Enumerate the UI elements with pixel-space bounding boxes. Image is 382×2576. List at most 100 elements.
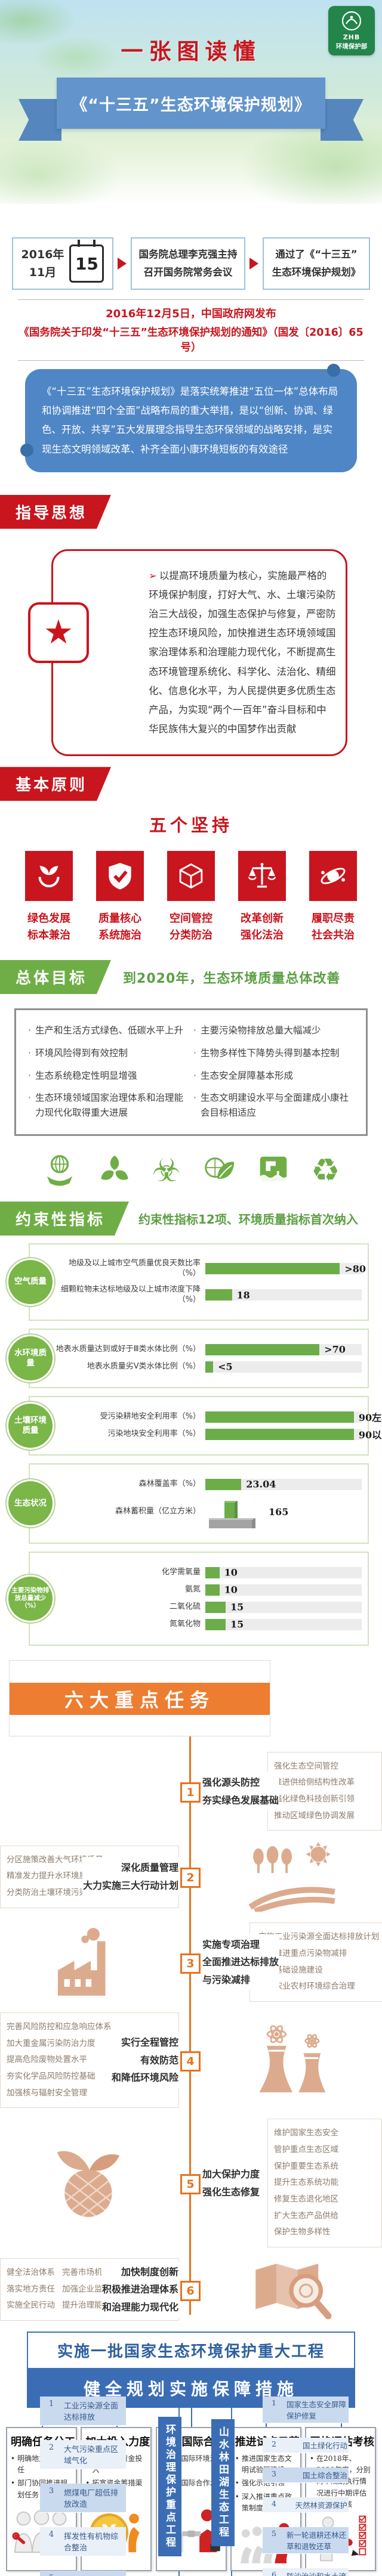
orbit-icon	[309, 851, 357, 902]
indicator-row: 地级及以上城市空气质量优良天数比率（%） >80	[55, 1259, 366, 1279]
group-label: 空气质量	[8, 1259, 53, 1304]
task-item: 保护重要生态系统	[274, 2161, 338, 2171]
task-item: 深入推进重点污染物减排	[258, 1948, 347, 1958]
indicator-row: 氨氮 10	[55, 1584, 362, 1596]
emblem-icon	[341, 10, 362, 32]
globe-hand-icon	[42, 1152, 77, 1189]
task-number-badge: 5	[180, 2174, 201, 2195]
table-cell: 天然林资源保护	[295, 2501, 347, 2510]
bar-fill	[205, 1411, 354, 1423]
task-title: 加快制度创新 积极推进治理体系 和治理能力现代化	[101, 2261, 179, 2318]
bar-fill	[205, 1343, 320, 1355]
water-gauge-icon	[256, 1152, 291, 1189]
intro-panel: 《“十三五”生态环境保护规划》是落实统筹推进“五位一体”总体布局和协调推进“四个…	[20, 364, 357, 472]
section-goal: 总体目标 到2020年，生态环境质量总体改善 · 生产和生活方式绿色、低碳水平上升…	[0, 960, 382, 1192]
goal-bullet: · 生态文明建设水平与全面建成小康社会目标相适应	[193, 1092, 349, 1119]
task-item: 加强企业监管	[62, 2284, 110, 2294]
principle-label: 空间管控	[170, 912, 212, 925]
task-item: 强化绿色科技创新引领	[274, 1794, 355, 1804]
task-title: 加大保护力度 强化生态修复	[202, 2163, 261, 2203]
table-cell: 国土绿化行动	[302, 2441, 347, 2451]
task-title: 实施专项治理 全面推进达标排放 与污染减排	[202, 1934, 280, 1990]
bar-fill	[205, 1584, 220, 1596]
task-item: 夯实化学品风险防控基础	[7, 2071, 96, 2081]
indicators-subtitle: 约束性指标12项、环境质量指标首次纳入	[138, 1212, 358, 1227]
section-guiding-thought: 指导思想 ★ ➢ 以提高环境质量为核心，实施最严格的环境保护制度，打好大气、水、土…	[0, 495, 382, 757]
indicator-value: 10	[224, 1566, 238, 1578]
principle-label: 标本兼治	[27, 929, 70, 942]
table-cell: 国土综合整治	[302, 2471, 347, 2481]
nuclear-icon	[202, 2025, 382, 2095]
podium-icon	[205, 1496, 263, 1528]
principle-label: 改革创新	[241, 912, 284, 925]
task-number-badge: 6	[180, 2280, 201, 2301]
task-item: 落实地方责任	[7, 2284, 55, 2294]
goal-bullet: · 生态安全屏障基本形成	[193, 1070, 293, 1081]
indicator-row: 污染地块安全利用率（%） 90以上	[55, 1428, 382, 1441]
goal-lead: 到2020年，生态环境质量总体改善	[123, 971, 341, 986]
indicator-row: 森林覆盖率（%） 23.04	[55, 1478, 362, 1490]
indicator-name: 地表水质量达到或好于Ⅲ类水体比例（%）	[56, 1344, 201, 1354]
indicator-group-soil: 土壤环境质量 受污染耕地安全利用率（%） 90左右 污染地块安全利用率（%） 9…	[8, 1395, 382, 1456]
guiding-text-box: ★ ➢ 以提高环境质量为核心，实施最严格的环境保护制度，打好大气、水、土壤污染防治…	[28, 549, 347, 757]
indicator-row: 二氧化硫 15	[55, 1601, 362, 1613]
arrow-right-icon	[118, 258, 127, 270]
principle-label: 系统施治	[98, 929, 141, 942]
principle-label: 分类防治	[170, 929, 212, 942]
principle-label: 质量核心	[98, 912, 141, 925]
kicker-title: 一张图读懂	[121, 39, 261, 64]
principle-label: 强化法治	[241, 929, 284, 942]
scales-icon	[238, 851, 286, 902]
section-projects: 实施一批国家生态环境保护重大工程 1 工业污染源全面达标排放 2 大气污染重点区域气…	[0, 2332, 382, 2576]
recycle-arrows-icon: ♻	[311, 1151, 340, 1189]
table-cell: 燃煤电厂超低排放改造	[64, 2489, 119, 2510]
goal-bullet: · 生态环境领域国家治理体系和治理能力现代化取得重大进展	[28, 1092, 183, 1119]
principle-label: 绿色发展	[27, 912, 70, 925]
task-number-badge: 3	[180, 1953, 201, 1974]
calendar-icon: 15	[69, 240, 104, 283]
goal-bullet: · 生态系统稳定性明显增强	[28, 1070, 137, 1081]
group-label: 生态状况	[8, 1481, 53, 1526]
task-item: 加大重金属污染防治力度	[7, 2038, 96, 2048]
indicator-value: 90左右	[358, 1412, 382, 1424]
goal-bullet: · 环境风险得到有效控制	[28, 1047, 128, 1058]
section-principles: 基本原则 五个坚持 绿色发展 标本兼治 质量核心 系统施治 空间管控 分类防治	[0, 767, 382, 945]
table-cell: 新一轮退耕还林还草和退牧还草	[286, 2531, 347, 2552]
indicator-value: 90以上	[358, 1429, 382, 1441]
date-day: 15	[75, 253, 98, 274]
principle-item: 履职尽责 社会共治	[309, 851, 357, 944]
indicator-value: 15	[230, 1601, 244, 1613]
section-tasks: 六大重点任务 1 强化源头防控 夯实绿色发展基础 强化生态空间管控 推进供给侧结构…	[0, 1659, 382, 2321]
indicator-name: 氨氮	[184, 1584, 201, 1594]
indicator-row: 细颗粒物未达标地级及以上城市浓度下降（%） 18	[55, 1285, 362, 1305]
task-title: 实行全程管控 有效防范 和降低环境风险	[110, 2032, 179, 2089]
bar-track: 10	[205, 1584, 362, 1596]
task-item: 强化生态空间管控	[274, 1761, 338, 1771]
section-title-guiding: 指导思想	[0, 495, 111, 529]
bar-track: >80	[205, 1263, 366, 1275]
principle-item: 绿色发展 标本兼治	[25, 851, 73, 944]
guiding-text: 以提高环境质量为核心，实施最严格的环境保护制度，打好大气、水、土壤污染防治三大战…	[149, 569, 336, 735]
principle-item: 改革创新 强化法治	[238, 851, 286, 944]
goal-bullet: · 主要污染物排放总量大幅减少	[193, 1025, 321, 1036]
task-title: 深化质量管理 大力实施三大行动计划	[82, 1857, 179, 1896]
group-label: 土壤环境质量	[8, 1403, 53, 1448]
task-items-box: 强化生态空间管控 推进供给侧结构性改革 强化绿色科技创新引领 推动区域绿色协调发…	[267, 1751, 382, 1831]
task-row: 5 加大保护力度 强化生态修复 维护国家生态安全 管护重点生态区域 保护重要生态系…	[0, 2119, 382, 2247]
principle-label: 履职尽责	[312, 912, 355, 925]
section-title-goal: 总体目标	[0, 960, 111, 994]
notice-line1: 2016年12月5日，中国政府网发布	[106, 308, 276, 320]
task-row: 健全法治体系 完善市场机制 落实地方责任 加强企业监管 实施全民行动 提升治理能…	[0, 2258, 382, 2321]
factory-icon	[0, 1926, 179, 1999]
indicator-row: 氮氧化物 15	[55, 1618, 362, 1630]
indicator-row: 化学需氧量 10	[55, 1566, 362, 1578]
principle-item: 空间管控 分类防治	[167, 851, 215, 944]
task-items-box: 维护国家生态安全 管护重点生态区域 保护重要生态系统 提升生态系统功能 修复生态…	[267, 2119, 382, 2247]
task-item: 推进供给侧结构性改革	[274, 1778, 355, 1788]
step-text: 生态环境保护规划》	[272, 267, 361, 278]
logo-abbr: ZHB	[343, 33, 361, 41]
table-cell: 良好水体及地下水环境保护	[63, 2571, 126, 2576]
bar-track: <5	[205, 1361, 362, 1373]
task-row: 1 强化源头防控 夯实绿色发展基础 强化生态空间管控 推进供给侧结构性改革 强化绿…	[0, 1751, 382, 1831]
indicator-row: 受污染耕地安全利用率（%） 90左右	[55, 1411, 382, 1423]
